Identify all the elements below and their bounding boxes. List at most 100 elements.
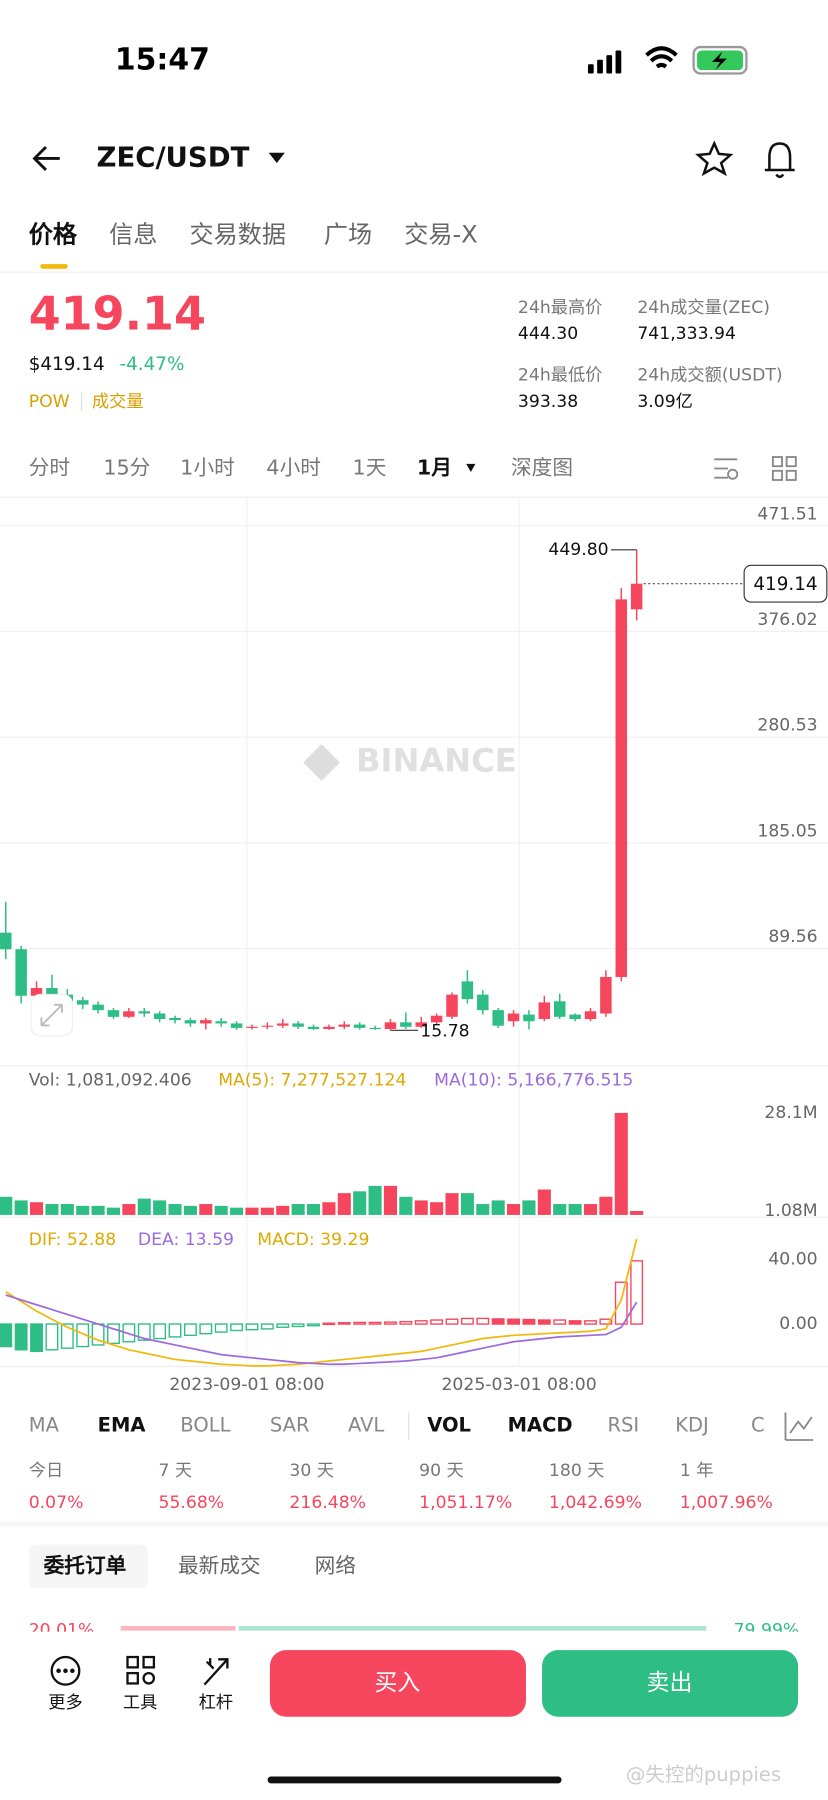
macd-bar [522, 1318, 536, 1325]
sell-button[interactable] [542, 1650, 799, 1717]
indicator[interactable]: VOL [427, 1414, 471, 1437]
candle-body [338, 1024, 351, 1027]
chart-settings-icon[interactable] [714, 458, 739, 480]
macd-bar [491, 1318, 505, 1325]
tab[interactable]: 信息 [109, 220, 157, 248]
leverage-icon[interactable] [203, 1658, 229, 1686]
volume-bar [199, 1204, 213, 1215]
tab[interactable]: 价格 [29, 220, 78, 248]
alert-button[interactable] [764, 142, 795, 179]
dea-line [5, 1294, 638, 1366]
volume-bar [276, 1205, 290, 1215]
return-value: 216.48% [289, 1493, 366, 1513]
tab[interactable]: 广场 [324, 220, 372, 248]
buy-button[interactable] [269, 1650, 526, 1717]
pair-dropdown[interactable] [268, 152, 285, 164]
volume-bar [137, 1198, 151, 1215]
order-tab[interactable]: 最新成交 [178, 1553, 261, 1577]
candle-body [30, 988, 43, 996]
layout-icon[interactable] [771, 456, 797, 481]
indicator[interactable]: AVL [348, 1414, 384, 1437]
return-period: 今日 [29, 1461, 63, 1481]
volume-bar [614, 1112, 628, 1215]
tag[interactable]: POW [29, 392, 70, 412]
volume-bar [383, 1185, 398, 1215]
macd-bar [168, 1323, 182, 1338]
macd-bar [307, 1323, 320, 1327]
macd-bar [553, 1319, 567, 1325]
indicator[interactable]: KDJ [675, 1414, 709, 1437]
candle-body [76, 1000, 89, 1005]
dif-line [5, 1238, 638, 1367]
interval[interactable]: 分时 [29, 456, 70, 480]
interval[interactable]: 深度图 [511, 456, 573, 480]
macd-bar [60, 1323, 74, 1349]
x-label: 2023-09-01 08:00 [169, 1375, 324, 1395]
x-label: 2025-03-01 08:00 [441, 1375, 596, 1395]
candle-body [15, 949, 27, 996]
macd-bar [30, 1323, 43, 1353]
candle-body [323, 1026, 335, 1029]
indicator[interactable]: MA [29, 1414, 60, 1437]
macd-bar [276, 1323, 290, 1328]
volume-bar [76, 1205, 90, 1215]
volume-bar [368, 1185, 382, 1215]
y-tick-label: 471.51 [757, 504, 817, 524]
volume-bar [414, 1200, 428, 1215]
macd-bar [430, 1319, 444, 1325]
volume-bar [476, 1204, 490, 1215]
tab[interactable]: 交易-X [404, 220, 477, 248]
tool-label[interactable]: 杠杆 [199, 1693, 233, 1713]
buy-label[interactable]: 买入 [374, 1670, 420, 1696]
return-value: 1,051.17% [419, 1493, 512, 1513]
candle-body [107, 1010, 120, 1017]
interval[interactable]: 1月 [417, 456, 452, 480]
back-button[interactable] [32, 145, 60, 171]
stat-value: 444.30 [518, 324, 578, 344]
home-indicator [267, 1776, 562, 1784]
tab[interactable]: 交易数据 [190, 220, 286, 248]
interval[interactable]: 1小时 [180, 456, 234, 480]
indicator[interactable]: C [751, 1414, 765, 1437]
tools-icon[interactable] [126, 1655, 156, 1685]
order-tab[interactable]: 网络 [315, 1553, 356, 1577]
candle-body [630, 583, 643, 610]
indicator[interactable]: RSI [607, 1414, 639, 1437]
indicator[interactable]: EMA [98, 1414, 147, 1437]
interval-dropdown[interactable] [466, 463, 476, 472]
volume-bar [60, 1204, 74, 1215]
clock: 15:47 [115, 42, 210, 77]
indicator[interactable]: SAR [270, 1414, 310, 1437]
macd-bar [322, 1322, 336, 1326]
volume-bar [0, 1196, 13, 1215]
stat-label: 24h成交额(USDT) [637, 366, 782, 386]
candle-body [92, 1004, 104, 1011]
indicator[interactable]: BOLL [180, 1414, 230, 1437]
volume-bar [245, 1207, 259, 1215]
more-icon[interactable] [50, 1655, 81, 1686]
sell-label[interactable]: 卖出 [647, 1670, 693, 1696]
tool-label[interactable]: 工具 [123, 1693, 157, 1713]
volume-bar [260, 1207, 274, 1215]
tag[interactable]: 成交量 [92, 392, 144, 412]
interval[interactable]: 1天 [353, 456, 387, 480]
indicator-settings[interactable] [784, 1412, 814, 1441]
return-value: 0.07% [29, 1493, 84, 1513]
macd-bar [460, 1317, 474, 1325]
return-value: 1,042.69% [549, 1493, 642, 1513]
candle-body [215, 1021, 227, 1024]
tool-label[interactable]: 更多 [48, 1693, 82, 1713]
indicator[interactable]: MACD [508, 1414, 573, 1437]
favorite-button[interactable] [695, 140, 734, 177]
pair-title[interactable]: ZEC/USDT [96, 141, 249, 173]
order-tab[interactable]: 委托订单 [43, 1553, 127, 1577]
volume-ma10: MA(10): 5,166,776.515 [434, 1071, 633, 1091]
candle-body [307, 1026, 320, 1029]
interval[interactable]: 4小时 [266, 456, 320, 480]
depth-bar [120, 1626, 236, 1631]
interval[interactable]: 15分 [103, 456, 150, 480]
volume-bar [168, 1204, 182, 1215]
macd-bar [568, 1320, 582, 1325]
